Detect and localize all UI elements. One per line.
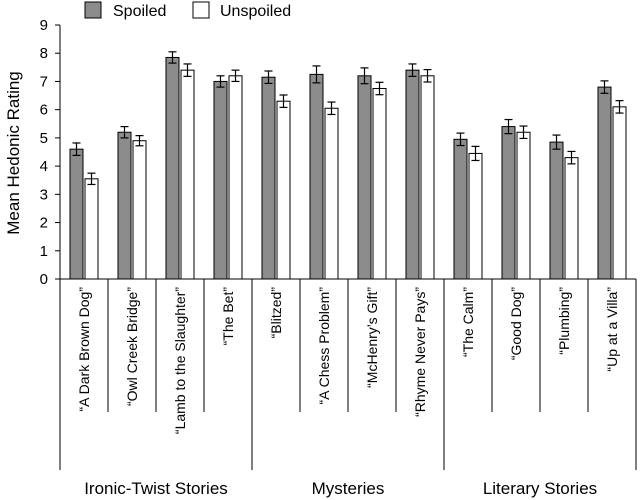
bar-unspoiled <box>564 157 579 280</box>
legend-swatch-unspoiled <box>192 1 210 19</box>
y-tick-label: 3 <box>40 186 48 203</box>
bar-spoiled <box>117 131 132 280</box>
category-label: “Rhyme Never Pays” <box>412 287 428 417</box>
group-label: Ironic-Twist Stories <box>84 479 228 498</box>
y-tick-label: 1 <box>40 243 48 260</box>
bar-spoiled <box>501 126 516 280</box>
y-tick-label: 4 <box>40 158 48 175</box>
bar-spoiled <box>165 56 180 280</box>
bar-spoiled <box>453 138 468 280</box>
category-label: “Good Dog” <box>508 287 524 360</box>
bar-spoiled <box>261 76 276 280</box>
category-label: “A Dark Brown Dog” <box>76 287 92 412</box>
legend-label-unspoiled: Unspoiled <box>220 3 291 20</box>
bar-unspoiled <box>276 100 291 280</box>
plot-area <box>69 51 627 280</box>
y-tick-label: 0 <box>40 271 48 288</box>
category-label: “Up at a Villa” <box>604 287 620 372</box>
bar-unspoiled <box>612 106 627 280</box>
bar-unspoiled <box>228 75 243 280</box>
group-label: Mysteries <box>312 479 385 498</box>
y-tick-label: 5 <box>40 130 48 147</box>
bar-unspoiled <box>468 152 483 280</box>
bar-unspoiled <box>372 88 387 280</box>
category-label: “Lamb to the Slaughter” <box>172 287 188 434</box>
category-labels: “A Dark Brown Dog” “Owl Creek Bridge” “Lam… <box>76 287 620 498</box>
category-label: “McHenry’s Gift” <box>364 287 380 388</box>
group-label: Literary Stories <box>483 479 597 498</box>
y-tick-label: 8 <box>40 45 48 62</box>
bar-unspoiled <box>180 69 195 280</box>
bar-spoiled <box>549 141 564 280</box>
y-tick-label: 9 <box>40 17 48 34</box>
bar-spoiled <box>69 148 84 280</box>
category-label: “A Chess Problem” <box>316 287 332 405</box>
legend: Spoiled Unspoiled <box>84 1 291 20</box>
y-tick-label: 6 <box>40 102 48 119</box>
legend-label-spoiled: Spoiled <box>113 3 166 20</box>
bar-spoiled <box>357 75 372 280</box>
y-axis-label: Mean Hedonic Rating <box>4 71 23 234</box>
y-tick-label: 2 <box>40 215 48 232</box>
category-label: “Owl Creek Bridge” <box>124 287 140 406</box>
bar-unspoiled <box>516 131 531 280</box>
bar-unspoiled <box>84 178 99 280</box>
legend-swatch-spoiled <box>84 1 102 19</box>
bar-spoiled <box>309 73 324 280</box>
category-label: “Blitzed” <box>268 287 284 339</box>
bar-spoiled <box>213 80 228 280</box>
bar-unspoiled <box>324 107 339 280</box>
bar-unspoiled <box>420 75 435 280</box>
bar-spoiled <box>405 69 420 280</box>
category-label: “Plumbing” <box>556 287 572 355</box>
category-label: “The Calm” <box>460 287 476 357</box>
bar-spoiled <box>597 86 612 280</box>
bar-unspoiled <box>132 140 147 280</box>
axes: 0 1 2 3 4 5 6 7 8 9 <box>40 17 637 470</box>
category-label: “The Bet” <box>220 287 236 346</box>
y-tick-label: 7 <box>40 73 48 90</box>
